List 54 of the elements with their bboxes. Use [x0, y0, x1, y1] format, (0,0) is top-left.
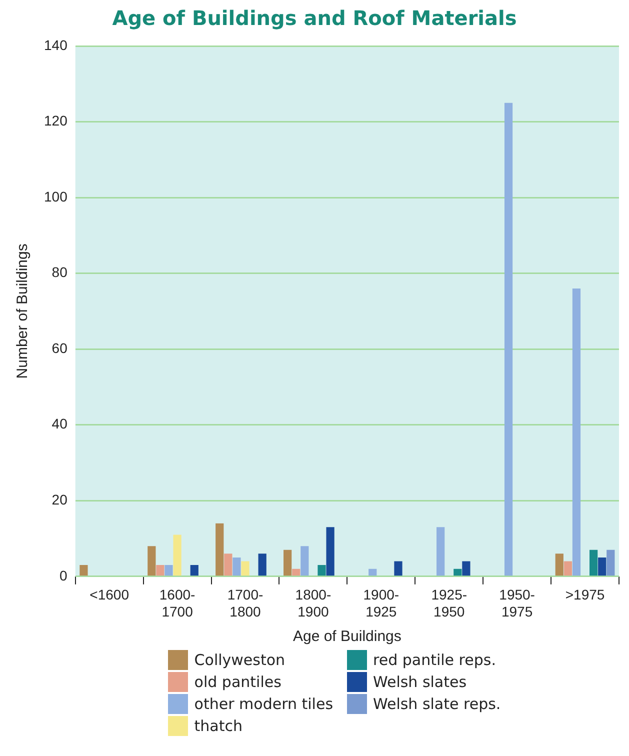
x-tick-label: 1900- 1925 [363, 586, 400, 620]
y-tick-label: 120 [44, 112, 68, 129]
bar [462, 561, 470, 576]
x-tick-label: <1600 [90, 586, 130, 603]
bar [454, 568, 462, 576]
y-tick-label: 100 [44, 188, 68, 204]
legend-label: old pantiles [194, 673, 282, 691]
bar [156, 565, 164, 576]
bar [232, 557, 241, 576]
bar [173, 534, 182, 576]
legend-label: red pantile reps. [373, 651, 496, 669]
legend-label: Welsh slates [373, 673, 467, 691]
bar [598, 557, 606, 576]
bar [572, 288, 581, 576]
bar [326, 527, 334, 576]
legend-label: thatch [194, 717, 243, 735]
bar [394, 561, 402, 576]
bar [555, 554, 564, 576]
bar [148, 546, 156, 576]
legend-label: Collyweston [194, 651, 286, 669]
bar [606, 550, 615, 576]
y-tick-label: 0 [60, 567, 68, 584]
bar [224, 554, 232, 576]
chart-title: Age of Buildings and Roof Materials [112, 6, 517, 30]
bar [292, 568, 300, 576]
x-tick-label: 1925- 1950 [431, 586, 468, 620]
x-tick-label: 1950- 1975 [499, 586, 536, 620]
bar [216, 523, 224, 576]
y-tick-label: 40 [52, 416, 68, 432]
bar [564, 561, 572, 576]
bar [190, 565, 198, 576]
x-tick-label: >1975 [565, 586, 605, 603]
x-tick-label: 1800- 1900 [295, 586, 332, 620]
y-axis-title: Number of Buildings [14, 244, 32, 379]
y-tick-label: 80 [52, 264, 68, 280]
bar [436, 527, 445, 576]
y-tick-label: 140 [44, 36, 68, 53]
y-tick-label: 60 [52, 340, 68, 356]
legend-label: Welsh slate reps. [373, 695, 501, 713]
bar [318, 565, 326, 576]
y-tick-label: 20 [52, 491, 68, 508]
x-axis-title: Age of Buildings [292, 628, 402, 646]
x-tick-label: 1700- 1800 [227, 586, 264, 620]
bar [241, 561, 250, 576]
bar [80, 565, 88, 576]
bar [368, 568, 377, 576]
bar [258, 554, 266, 576]
bar [284, 550, 292, 576]
bar [300, 546, 309, 576]
bar [164, 565, 173, 576]
legend-label: other modern tiles [194, 695, 334, 713]
bar [590, 550, 598, 576]
bar [504, 102, 513, 576]
x-tick-label: 1600- 1700 [159, 586, 196, 620]
